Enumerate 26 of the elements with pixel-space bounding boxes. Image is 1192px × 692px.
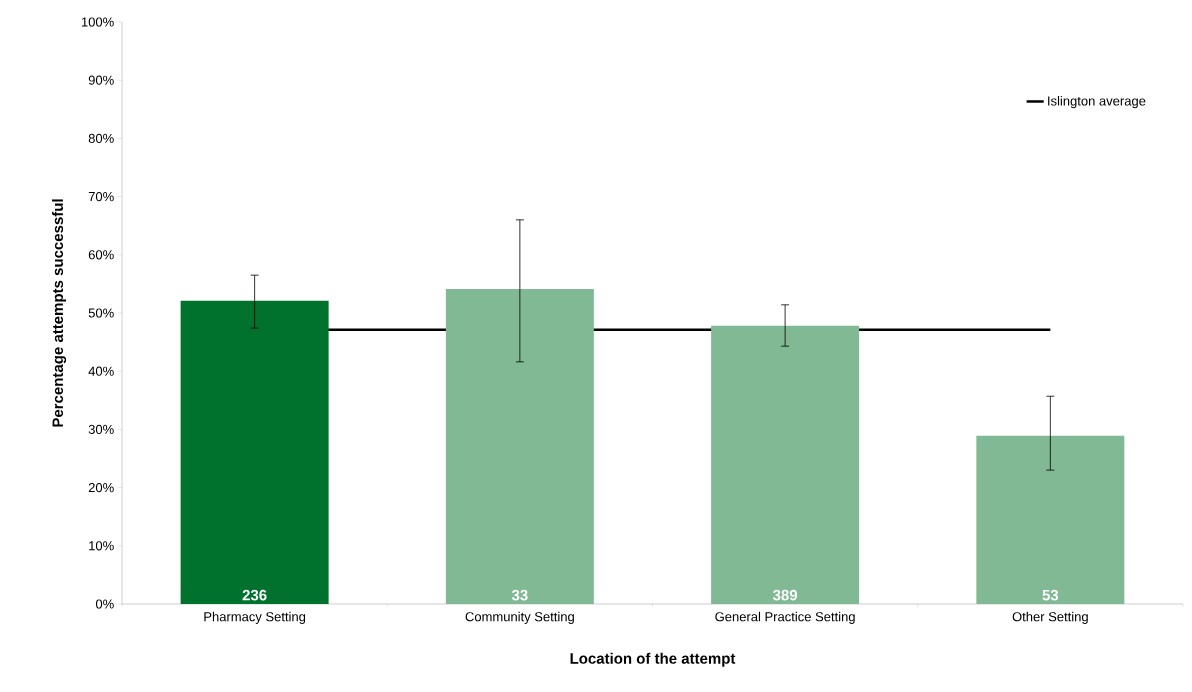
bar bbox=[180, 300, 329, 604]
y-tick-label: 10% bbox=[89, 541, 114, 551]
bar bbox=[445, 289, 594, 604]
x-tick-label: Community Setting bbox=[465, 611, 574, 624]
y-tick-label: 40% bbox=[88, 366, 114, 376]
annotation: 33 bbox=[511, 589, 528, 601]
y-tick-label: 70% bbox=[88, 191, 114, 202]
y-tick-label: 20% bbox=[88, 482, 114, 493]
legend-label: Islington average bbox=[1048, 96, 1146, 109]
x-axis-title: Location of the attempt bbox=[570, 652, 736, 667]
y-tick-label: 90% bbox=[88, 75, 114, 85]
y-tick-label: 80% bbox=[88, 133, 114, 143]
y-tick-label: 100% bbox=[81, 17, 114, 27]
annotation: 53 bbox=[1042, 589, 1059, 601]
y-tick-label: 50% bbox=[88, 308, 114, 318]
annotation: 236 bbox=[242, 589, 267, 601]
y-tick-label: 60% bbox=[88, 250, 114, 260]
bar bbox=[711, 325, 860, 604]
x-tick-label: General Practice Setting bbox=[715, 611, 855, 624]
bar bbox=[976, 435, 1125, 604]
y-tick-label: 30% bbox=[88, 424, 114, 434]
x-tick-label: Pharmacy Setting bbox=[204, 611, 306, 624]
x-tick-label: Other Setting bbox=[1012, 611, 1088, 624]
y-tick-label: 0% bbox=[95, 599, 114, 609]
y-axis-title: Percentage attempts successful bbox=[52, 199, 67, 427]
annotation: 389 bbox=[772, 589, 798, 601]
